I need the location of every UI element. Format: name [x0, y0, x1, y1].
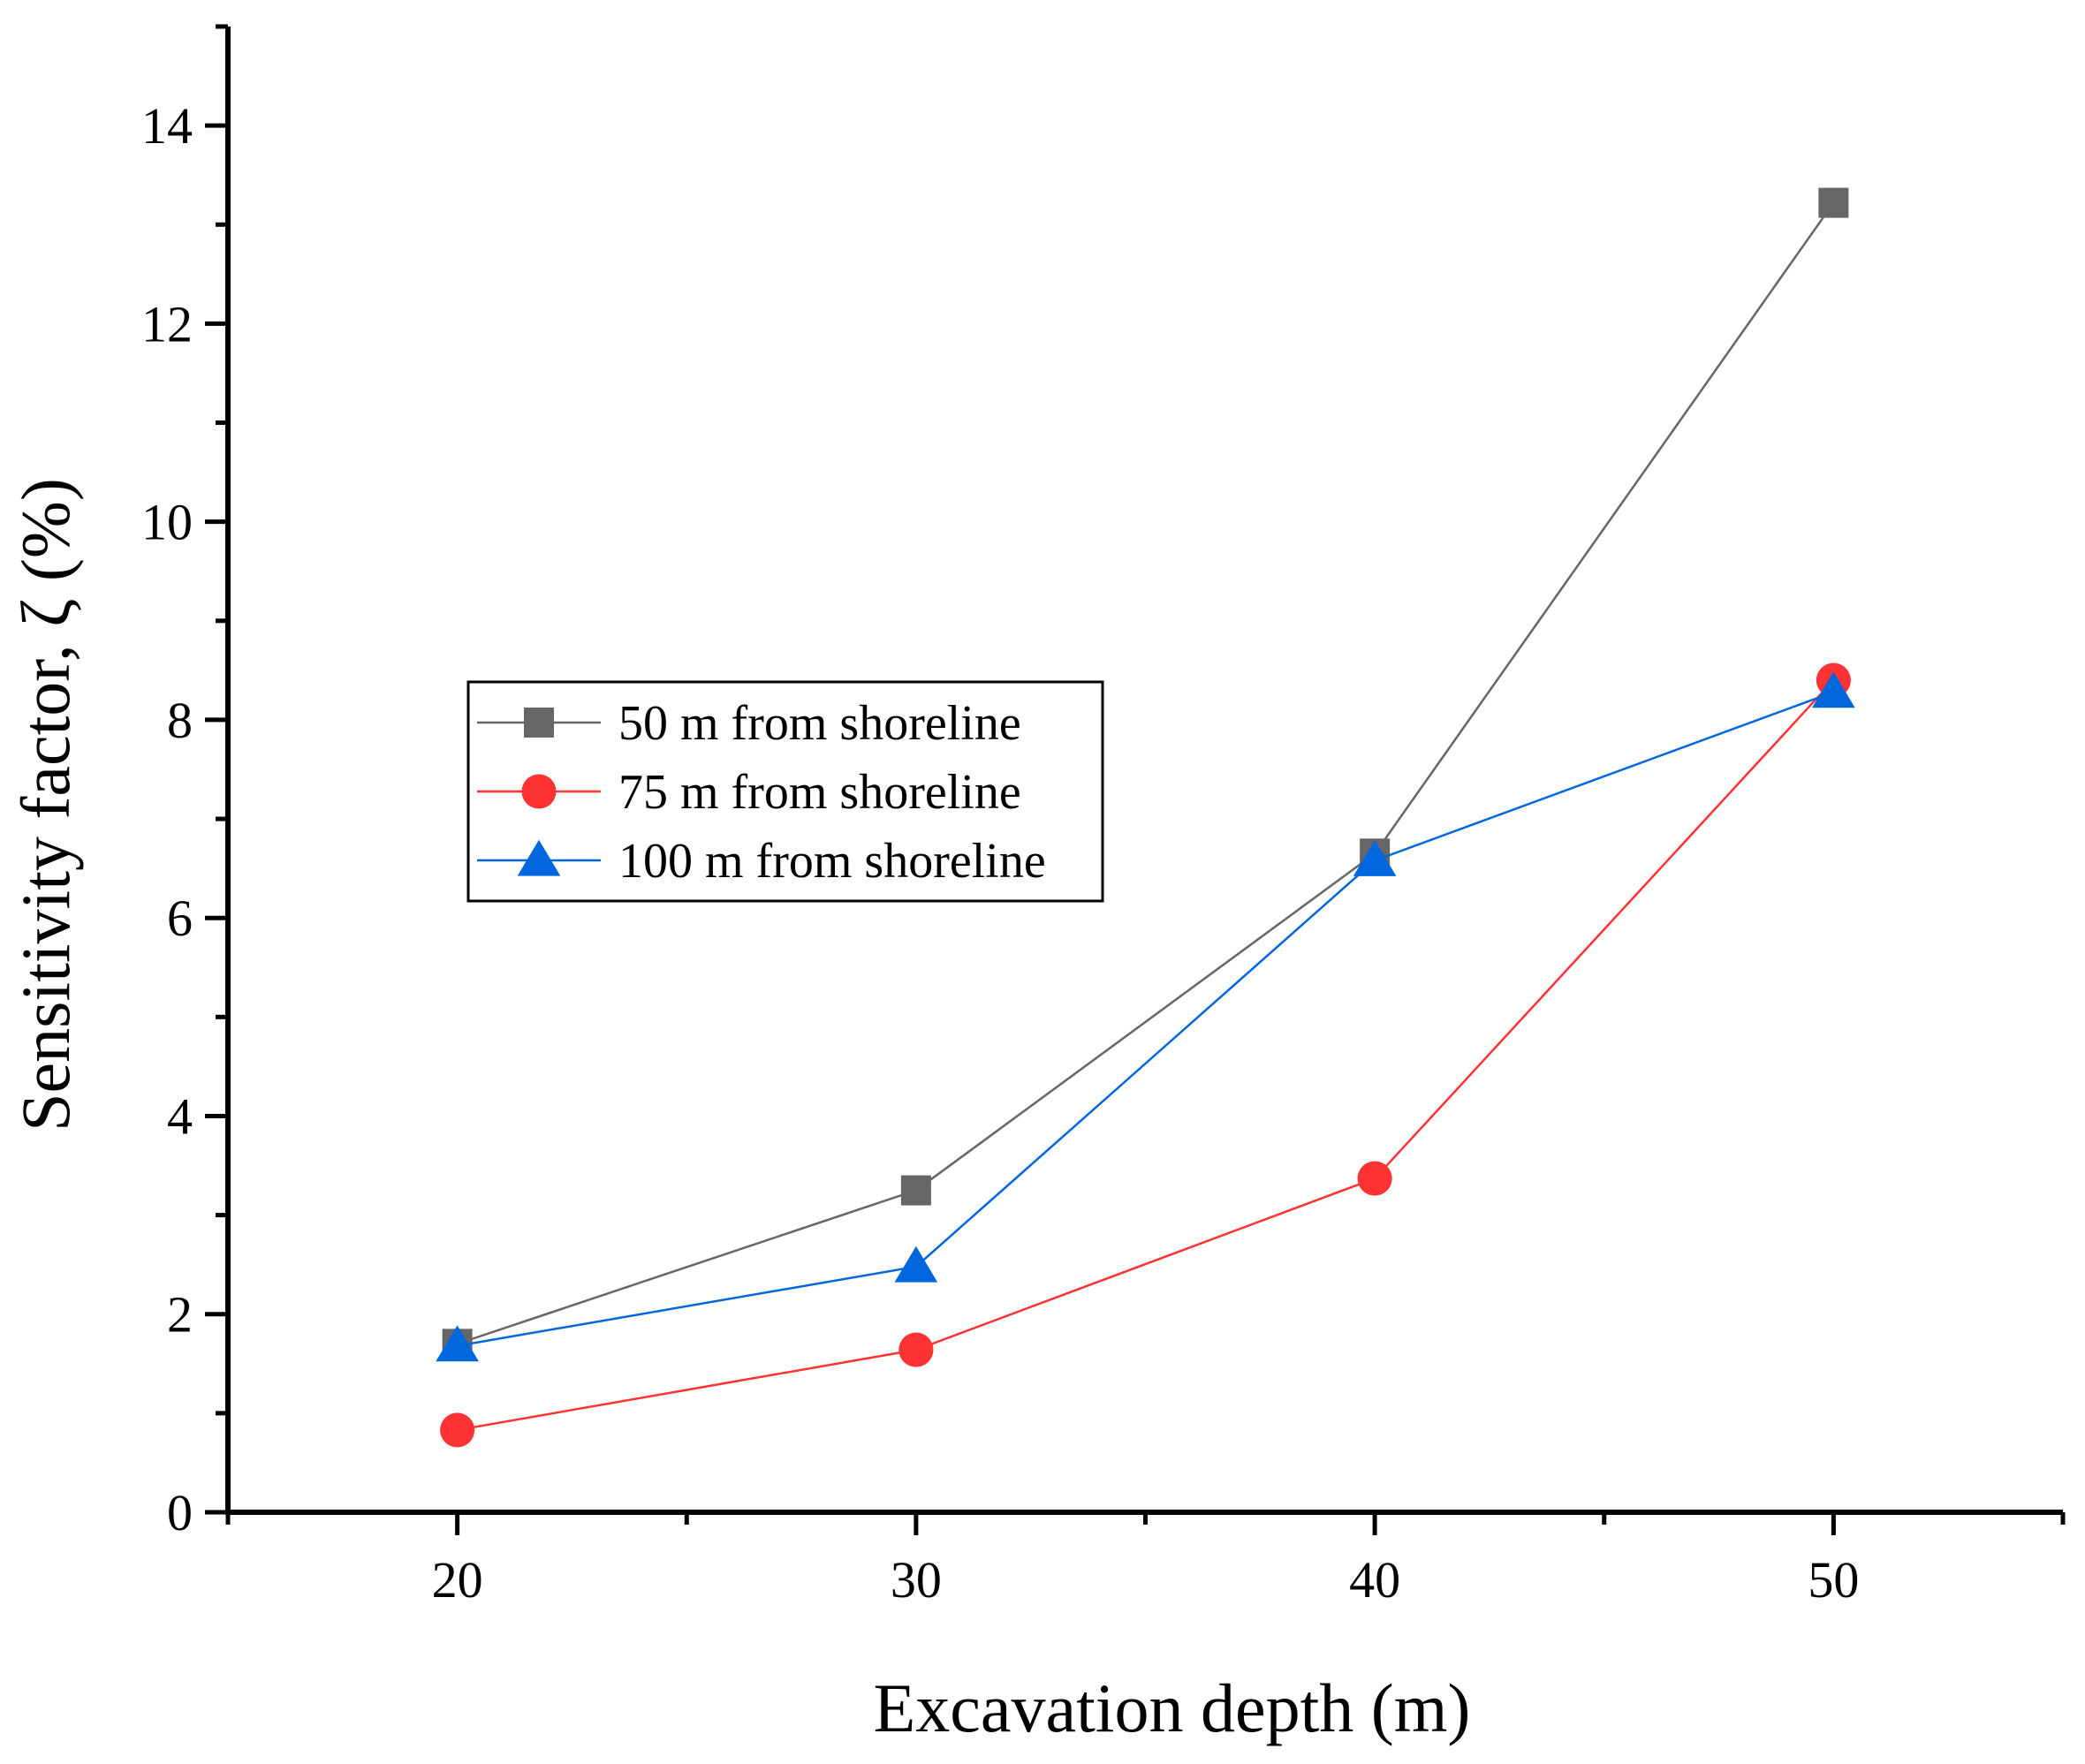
x-tick-label: 20 [432, 1551, 483, 1609]
x-tick-label: 40 [1349, 1551, 1400, 1609]
legend-marker-circle [521, 774, 557, 809]
y-tick-label: 8 [167, 692, 193, 749]
data-point-triangle [894, 1245, 938, 1283]
axes: 0 2 4 6 8 10 12 14 20 30 40 50 [141, 24, 2066, 1609]
data-point-circle [1357, 1161, 1392, 1196]
series-line [457, 679, 1835, 1432]
data-point-circle [898, 1332, 934, 1367]
x-tick-label: 50 [1808, 1551, 1859, 1609]
data-point-triangle [1353, 839, 1397, 876]
x-tick-label: 30 [891, 1551, 942, 1609]
legend-label: 100 m from shoreline [618, 834, 1046, 889]
legend-label: 50 m from shoreline [618, 696, 1021, 751]
data-point-circle [440, 1412, 475, 1448]
legend-item: 50 m from shoreline [477, 696, 1021, 751]
series-line [457, 691, 1834, 1347]
y-tick-label: 2 [167, 1286, 193, 1344]
legend-label: 75 m from shoreline [618, 765, 1021, 820]
y-tick-label: 0 [167, 1484, 193, 1541]
legend-marker-triangle [517, 839, 561, 876]
series-3 [436, 671, 1855, 1362]
y-tick-label: 6 [167, 890, 193, 947]
y-tick-label: 12 [141, 295, 193, 352]
legend: 50 m from shoreline 75 m from shoreline 10… [466, 680, 1104, 903]
x-axis-title: Excavation depth (m) [874, 1669, 1471, 1746]
y-tick-label: 4 [167, 1087, 193, 1145]
y-tick-label: 14 [141, 97, 193, 155]
legend-item: 100 m from shoreline [477, 834, 1046, 889]
data-point-triangle [436, 1325, 479, 1362]
y-axis-title: Sensitivity factor, ζ (%) [7, 478, 84, 1132]
legend-marker-square [524, 708, 554, 738]
series-line [457, 201, 1835, 1345]
data-point-square [1818, 187, 1849, 218]
plot-area [436, 187, 1855, 1448]
legend-item: 75 m from shoreline [477, 765, 1021, 820]
y-tick-label: 10 [141, 494, 193, 551]
data-point-triangle [1812, 671, 1855, 708]
data-point-square [900, 1175, 931, 1206]
